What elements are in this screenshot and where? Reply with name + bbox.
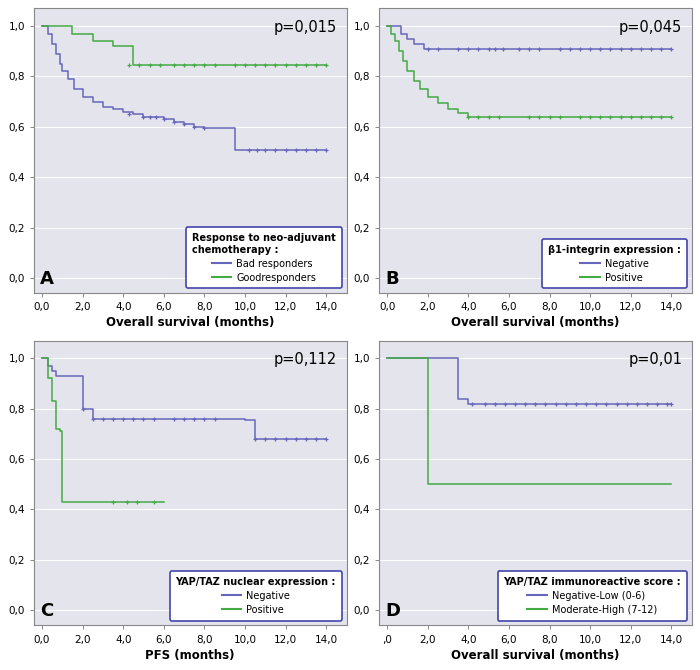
X-axis label: Overall survival (months): Overall survival (months) xyxy=(106,316,274,330)
Text: B: B xyxy=(385,269,399,287)
X-axis label: PFS (months): PFS (months) xyxy=(146,649,235,662)
Text: C: C xyxy=(40,602,53,620)
Legend: Bad responders, Goodresponders: Bad responders, Goodresponders xyxy=(186,227,342,288)
Text: p=0,112: p=0,112 xyxy=(274,352,337,367)
Legend: Negative, Positive: Negative, Positive xyxy=(169,571,342,620)
Text: p=0,045: p=0,045 xyxy=(619,19,682,35)
Text: D: D xyxy=(385,602,400,620)
Legend: Negative-Low (0-6), Moderate-High (7-12): Negative-Low (0-6), Moderate-High (7-12) xyxy=(498,571,687,620)
Legend: Negative, Positive: Negative, Positive xyxy=(542,239,687,288)
Text: p=0,015: p=0,015 xyxy=(274,19,337,35)
Text: p=0,01: p=0,01 xyxy=(629,352,682,367)
X-axis label: Overall survival (months): Overall survival (months) xyxy=(451,649,620,662)
Text: A: A xyxy=(40,269,54,287)
X-axis label: Overall survival (months): Overall survival (months) xyxy=(451,316,620,330)
